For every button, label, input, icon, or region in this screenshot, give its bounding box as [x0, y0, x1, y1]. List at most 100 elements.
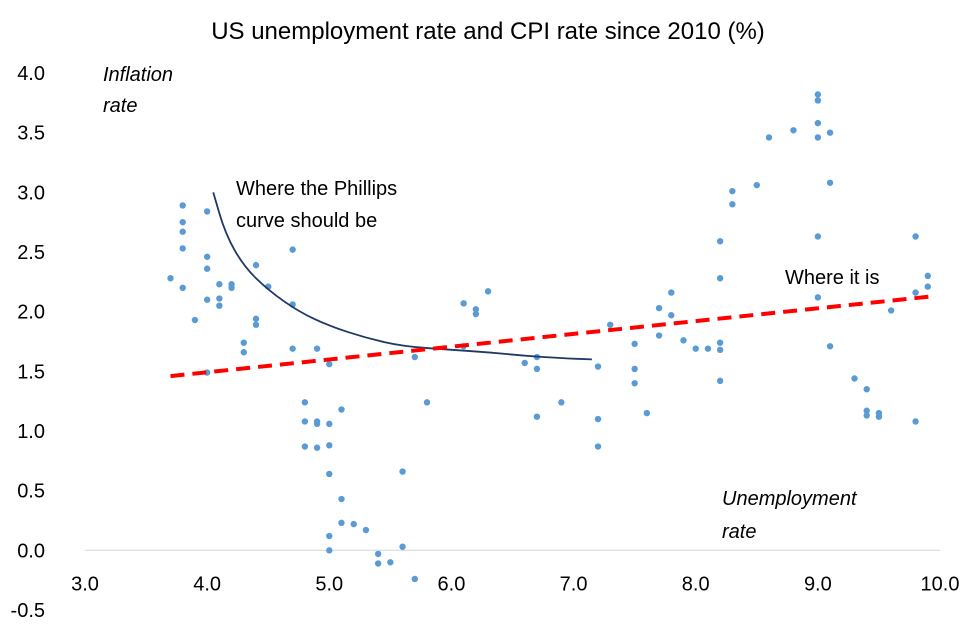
data-point	[472, 310, 480, 318]
y-tick-label: 4.0	[17, 63, 45, 85]
y-tick-label: 0.5	[17, 481, 45, 503]
data-point	[655, 304, 663, 312]
x-axis-label-line1: Unemployment	[722, 488, 858, 510]
data-point	[203, 253, 211, 260]
x-tick-label: 9.0	[804, 573, 832, 595]
data-point	[374, 560, 382, 567]
data-point	[631, 380, 638, 387]
y-tick-label: 2.5	[17, 242, 45, 264]
data-point	[484, 288, 492, 295]
data-point	[216, 281, 223, 288]
data-point	[399, 543, 406, 550]
x-axis-label-line2: rate	[722, 521, 756, 543]
data-point	[301, 443, 309, 450]
data-point	[558, 399, 565, 406]
data-point	[826, 343, 834, 350]
data-point	[338, 495, 345, 503]
y-tick-label: 0.0	[17, 540, 45, 562]
x-tick-label: 4.0	[193, 573, 221, 595]
x-tick-label: 6.0	[438, 573, 466, 595]
data-point	[668, 289, 675, 296]
x-tick-label: 8.0	[682, 573, 710, 595]
data-point	[179, 284, 186, 291]
data-point	[631, 365, 638, 373]
data-point	[594, 415, 602, 423]
data-point	[179, 245, 186, 252]
data-point	[655, 332, 663, 339]
data-point	[704, 345, 712, 352]
x-tick-label: 7.0	[560, 573, 588, 595]
data-point	[729, 187, 736, 195]
data-point	[374, 550, 382, 558]
data-point	[411, 353, 418, 361]
data-point	[814, 91, 822, 98]
data-point	[680, 337, 687, 344]
data-point	[924, 283, 931, 290]
data-point	[912, 289, 919, 296]
data-point	[326, 470, 333, 478]
data-point	[765, 134, 773, 141]
data-point	[912, 233, 919, 240]
data-point	[472, 306, 480, 313]
data-point	[423, 399, 431, 406]
data-point	[313, 444, 321, 451]
data-point	[863, 407, 870, 414]
data-point	[814, 119, 822, 127]
data-point	[252, 261, 260, 269]
y-tick-label: 1.0	[17, 421, 45, 443]
y-axis-ticks: -0.5 0.0 0.5 1.0 1.5 2.0 2.5 3.0 3.5 4.0	[11, 63, 45, 622]
y-tick-label: 3.5	[17, 123, 45, 145]
data-point	[411, 575, 418, 583]
y-axis-label-line2: rate	[103, 95, 137, 117]
data-point	[362, 526, 370, 534]
data-point	[179, 228, 186, 235]
data-point	[533, 365, 541, 373]
data-point	[826, 129, 834, 136]
data-point	[179, 218, 186, 226]
data-point	[289, 345, 296, 352]
y-tick-label: -0.5	[11, 600, 45, 622]
data-point	[716, 339, 724, 346]
data-point	[814, 233, 822, 240]
data-point	[387, 559, 394, 566]
data-point	[203, 208, 211, 215]
data-point	[240, 339, 247, 346]
data-point	[863, 386, 870, 393]
data-point	[826, 179, 834, 186]
data-point	[814, 294, 822, 301]
data-point	[533, 413, 541, 420]
data-point	[814, 134, 822, 141]
data-point	[594, 443, 602, 450]
data-point	[350, 520, 357, 528]
y-tick-label: 2.0	[17, 302, 45, 324]
x-tick-label: 10.0	[921, 573, 960, 595]
data-point	[887, 307, 895, 314]
data-point	[716, 238, 724, 245]
data-point	[216, 302, 223, 309]
data-point	[729, 201, 736, 208]
chart-title: US unemployment rate and CPI rate since …	[211, 18, 765, 45]
data-point	[326, 532, 333, 540]
scatter-points	[167, 91, 931, 583]
data-point	[216, 295, 223, 302]
data-point	[191, 316, 199, 324]
phillips-label-line2: curve should be	[236, 210, 377, 232]
data-point	[301, 418, 309, 425]
data-point	[716, 377, 724, 385]
data-point	[252, 321, 260, 328]
data-point	[607, 321, 614, 328]
data-point	[521, 359, 528, 367]
data-point	[289, 246, 296, 253]
data-point	[399, 468, 406, 475]
data-point	[814, 97, 822, 104]
phillips-curve-line	[212, 192, 592, 361]
trend-line	[170, 294, 935, 379]
data-point	[228, 284, 235, 291]
data-point	[863, 412, 870, 419]
data-point	[326, 420, 333, 428]
data-point	[692, 345, 699, 352]
data-point	[460, 300, 467, 307]
data-point	[716, 275, 724, 282]
data-point	[790, 127, 797, 134]
